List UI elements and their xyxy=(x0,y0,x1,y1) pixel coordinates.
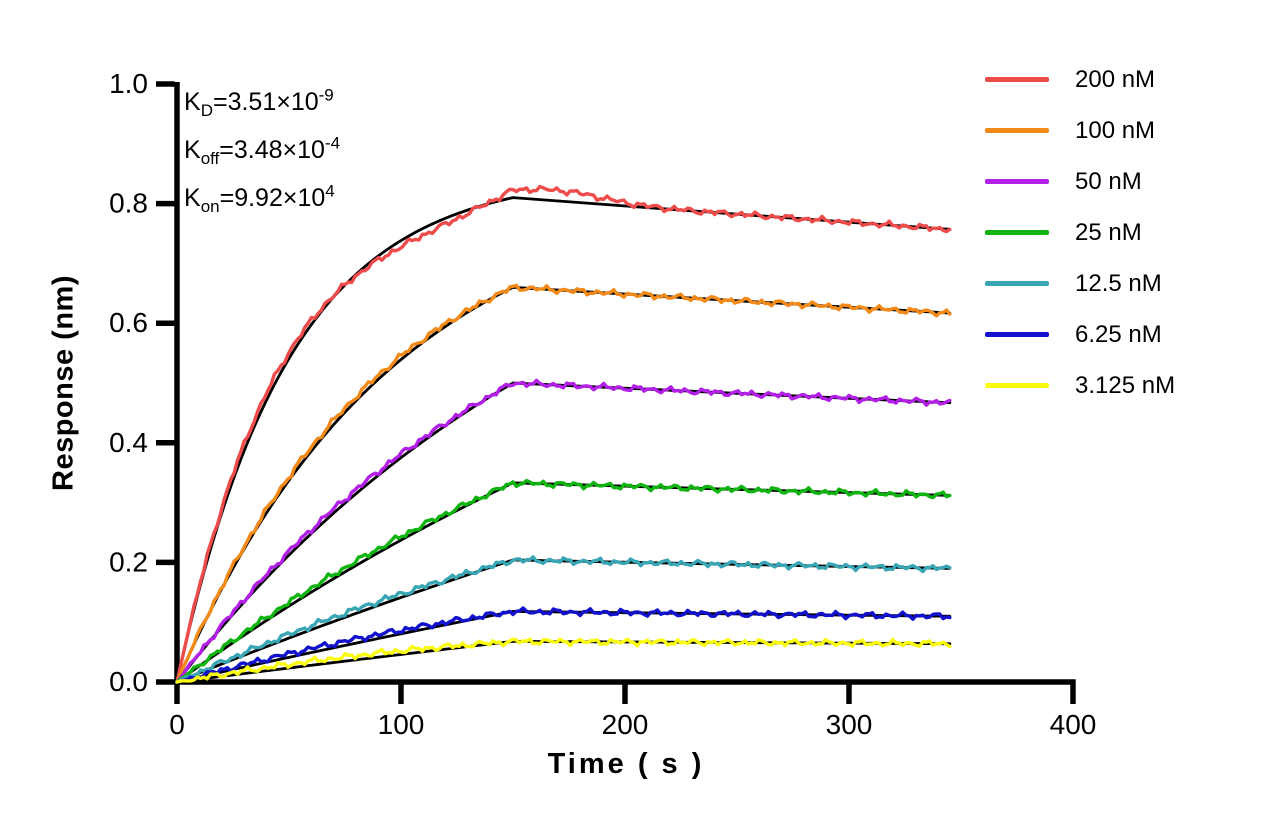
legend-line-swatch xyxy=(985,230,1049,235)
fit-curve xyxy=(175,558,952,684)
x-tick-label: 200 xyxy=(602,709,649,740)
fit-curve xyxy=(175,610,952,684)
fit-curve xyxy=(175,639,952,684)
kon-line: Kon=9.92×104 xyxy=(184,181,335,216)
y-axis-title: Response (nm) xyxy=(47,275,80,491)
trace-25nM xyxy=(175,478,952,684)
y-tick-label: 0.8 xyxy=(109,188,148,219)
koff-line: Koff=3.48×10-4 xyxy=(184,133,341,168)
legend-item: 3.125 nM xyxy=(985,360,1175,411)
trace-3.125nM xyxy=(175,637,952,684)
x-axis-title: Time ( s ) xyxy=(547,748,705,780)
kinetic-constants: KD=3.51×10-9 Koff=3.48×10-4 Kon=9.92×104 xyxy=(184,78,340,222)
y-tick-label: 0.4 xyxy=(109,427,148,458)
legend-item: 25 nM xyxy=(985,207,1175,258)
y-tick-label: 1.0 xyxy=(109,68,148,99)
legend-line-swatch xyxy=(985,77,1049,82)
x-tick-label: 100 xyxy=(378,709,425,740)
x-tick-label: 0 xyxy=(169,709,185,740)
legend-item: 50 nM xyxy=(985,156,1175,207)
legend-label: 25 nM xyxy=(1075,218,1142,246)
fit-curve xyxy=(175,196,952,684)
legend-line-swatch xyxy=(985,383,1049,388)
trace-50nM xyxy=(175,378,952,684)
legend-label: 3.125 nM xyxy=(1075,371,1176,399)
legend-item: 200 nM xyxy=(985,54,1175,105)
trace-12.5nM xyxy=(175,555,952,684)
legend-label: 50 nM xyxy=(1075,167,1142,195)
kd-line: KD=3.51×10-9 xyxy=(184,85,334,120)
trace-6.25nM xyxy=(175,606,952,684)
legend-item: 6.25 nM xyxy=(985,309,1175,360)
legend-line-swatch xyxy=(985,281,1049,286)
x-tick-label: 300 xyxy=(826,709,873,740)
legend-line-swatch xyxy=(985,128,1049,133)
legend-label: 12.5 nM xyxy=(1075,269,1162,297)
y-tick-label: 0.6 xyxy=(109,307,148,338)
legend-label: 100 nM xyxy=(1075,116,1156,144)
y-tick-label: 0.2 xyxy=(109,546,148,577)
legend-line-swatch xyxy=(985,179,1049,184)
x-tick-label: 400 xyxy=(1050,709,1097,740)
legend: 200 nM 100 nM 50 nM 25 nM 12.5 nM 6.25 nM 3.12… xyxy=(985,54,1175,411)
legend-label: 6.25 nM xyxy=(1075,320,1162,348)
trace-100nM xyxy=(175,283,952,684)
legend-item: 100 nM xyxy=(985,105,1175,156)
y-tick-label: 0.0 xyxy=(109,666,148,697)
legend-line-swatch xyxy=(985,332,1049,337)
legend-item: 12.5 nM xyxy=(985,258,1175,309)
trace-200nM xyxy=(175,184,952,684)
legend-label: 200 nM xyxy=(1075,65,1156,93)
